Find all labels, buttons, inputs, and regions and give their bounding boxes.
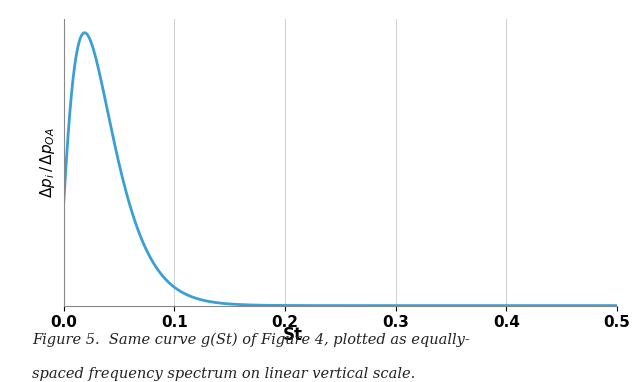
Y-axis label: $\Delta p_i\,/\,\Delta p_{OA}$: $\Delta p_i\,/\,\Delta p_{OA}$	[38, 127, 57, 197]
X-axis label: St: St	[283, 325, 303, 344]
Text: Figure 5.  Same curve g(St) of Figure 4, plotted as equally-: Figure 5. Same curve g(St) of Figure 4, …	[32, 332, 469, 347]
Text: spaced frequency spectrum on linear vertical scale.: spaced frequency spectrum on linear vert…	[32, 367, 415, 381]
